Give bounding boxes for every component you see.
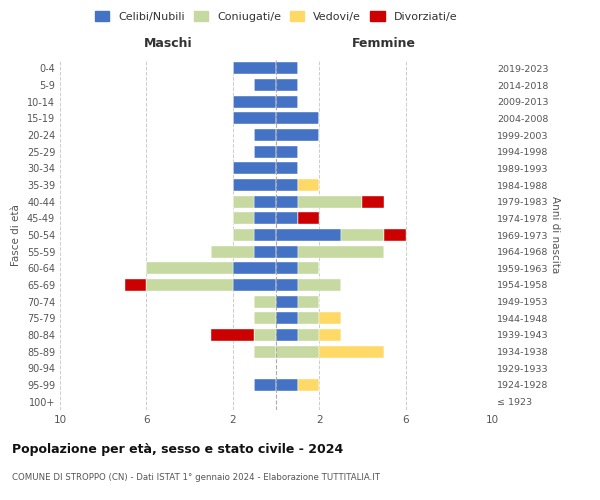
Text: Popolazione per età, sesso e stato civile - 2024: Popolazione per età, sesso e stato civil… — [12, 442, 343, 456]
Bar — [362, 196, 384, 207]
Bar — [298, 212, 319, 224]
Bar — [254, 346, 276, 358]
Bar — [254, 312, 276, 324]
Y-axis label: Fasce di età: Fasce di età — [11, 204, 21, 266]
Bar — [298, 246, 384, 258]
Bar — [254, 329, 276, 341]
Bar — [298, 179, 319, 191]
Bar — [276, 229, 341, 241]
Bar — [233, 279, 276, 291]
Bar — [276, 79, 298, 91]
Text: Maschi: Maschi — [143, 37, 193, 50]
Bar — [276, 312, 298, 324]
Bar — [276, 62, 298, 74]
Bar — [233, 229, 254, 241]
Bar — [298, 329, 319, 341]
Bar — [319, 346, 384, 358]
Bar — [319, 312, 341, 324]
Bar — [233, 96, 276, 108]
Bar — [211, 246, 254, 258]
Bar — [254, 129, 276, 141]
Bar — [276, 196, 298, 207]
Bar — [254, 296, 276, 308]
Bar — [254, 379, 276, 391]
Bar — [319, 329, 341, 341]
Bar — [298, 312, 319, 324]
Bar — [233, 196, 254, 207]
Bar — [276, 296, 298, 308]
Bar — [298, 296, 319, 308]
Bar — [211, 329, 254, 341]
Bar — [146, 262, 233, 274]
Bar — [254, 79, 276, 91]
Legend: Celibi/Nubili, Coniugati/e, Vedovi/e, Divorziati/e: Celibi/Nubili, Coniugati/e, Vedovi/e, Di… — [92, 8, 460, 25]
Text: COMUNE DI STROPPO (CN) - Dati ISTAT 1° gennaio 2024 - Elaborazione TUTTITALIA.IT: COMUNE DI STROPPO (CN) - Dati ISTAT 1° g… — [12, 472, 380, 482]
Bar — [254, 196, 276, 207]
Bar — [125, 279, 146, 291]
Bar — [146, 279, 233, 291]
Bar — [276, 112, 319, 124]
Bar — [233, 62, 276, 74]
Bar — [276, 162, 298, 174]
Bar — [233, 212, 254, 224]
Y-axis label: Anni di nascita: Anni di nascita — [550, 196, 560, 274]
Bar — [276, 379, 298, 391]
Bar — [276, 179, 298, 191]
Bar — [233, 262, 276, 274]
Bar — [276, 262, 298, 274]
Bar — [384, 229, 406, 241]
Bar — [233, 179, 276, 191]
Bar — [298, 379, 319, 391]
Bar — [341, 229, 384, 241]
Bar — [276, 329, 298, 341]
Bar — [254, 146, 276, 158]
Bar — [276, 212, 298, 224]
Bar — [276, 96, 298, 108]
Bar — [276, 246, 298, 258]
Bar — [298, 262, 319, 274]
Bar — [276, 346, 319, 358]
Bar — [233, 162, 276, 174]
Bar — [254, 246, 276, 258]
Bar — [276, 146, 298, 158]
Bar — [276, 279, 298, 291]
Bar — [254, 212, 276, 224]
Bar — [298, 279, 341, 291]
Bar — [298, 196, 362, 207]
Bar — [254, 229, 276, 241]
Bar — [233, 112, 276, 124]
Bar — [276, 129, 319, 141]
Text: Femmine: Femmine — [352, 37, 416, 50]
